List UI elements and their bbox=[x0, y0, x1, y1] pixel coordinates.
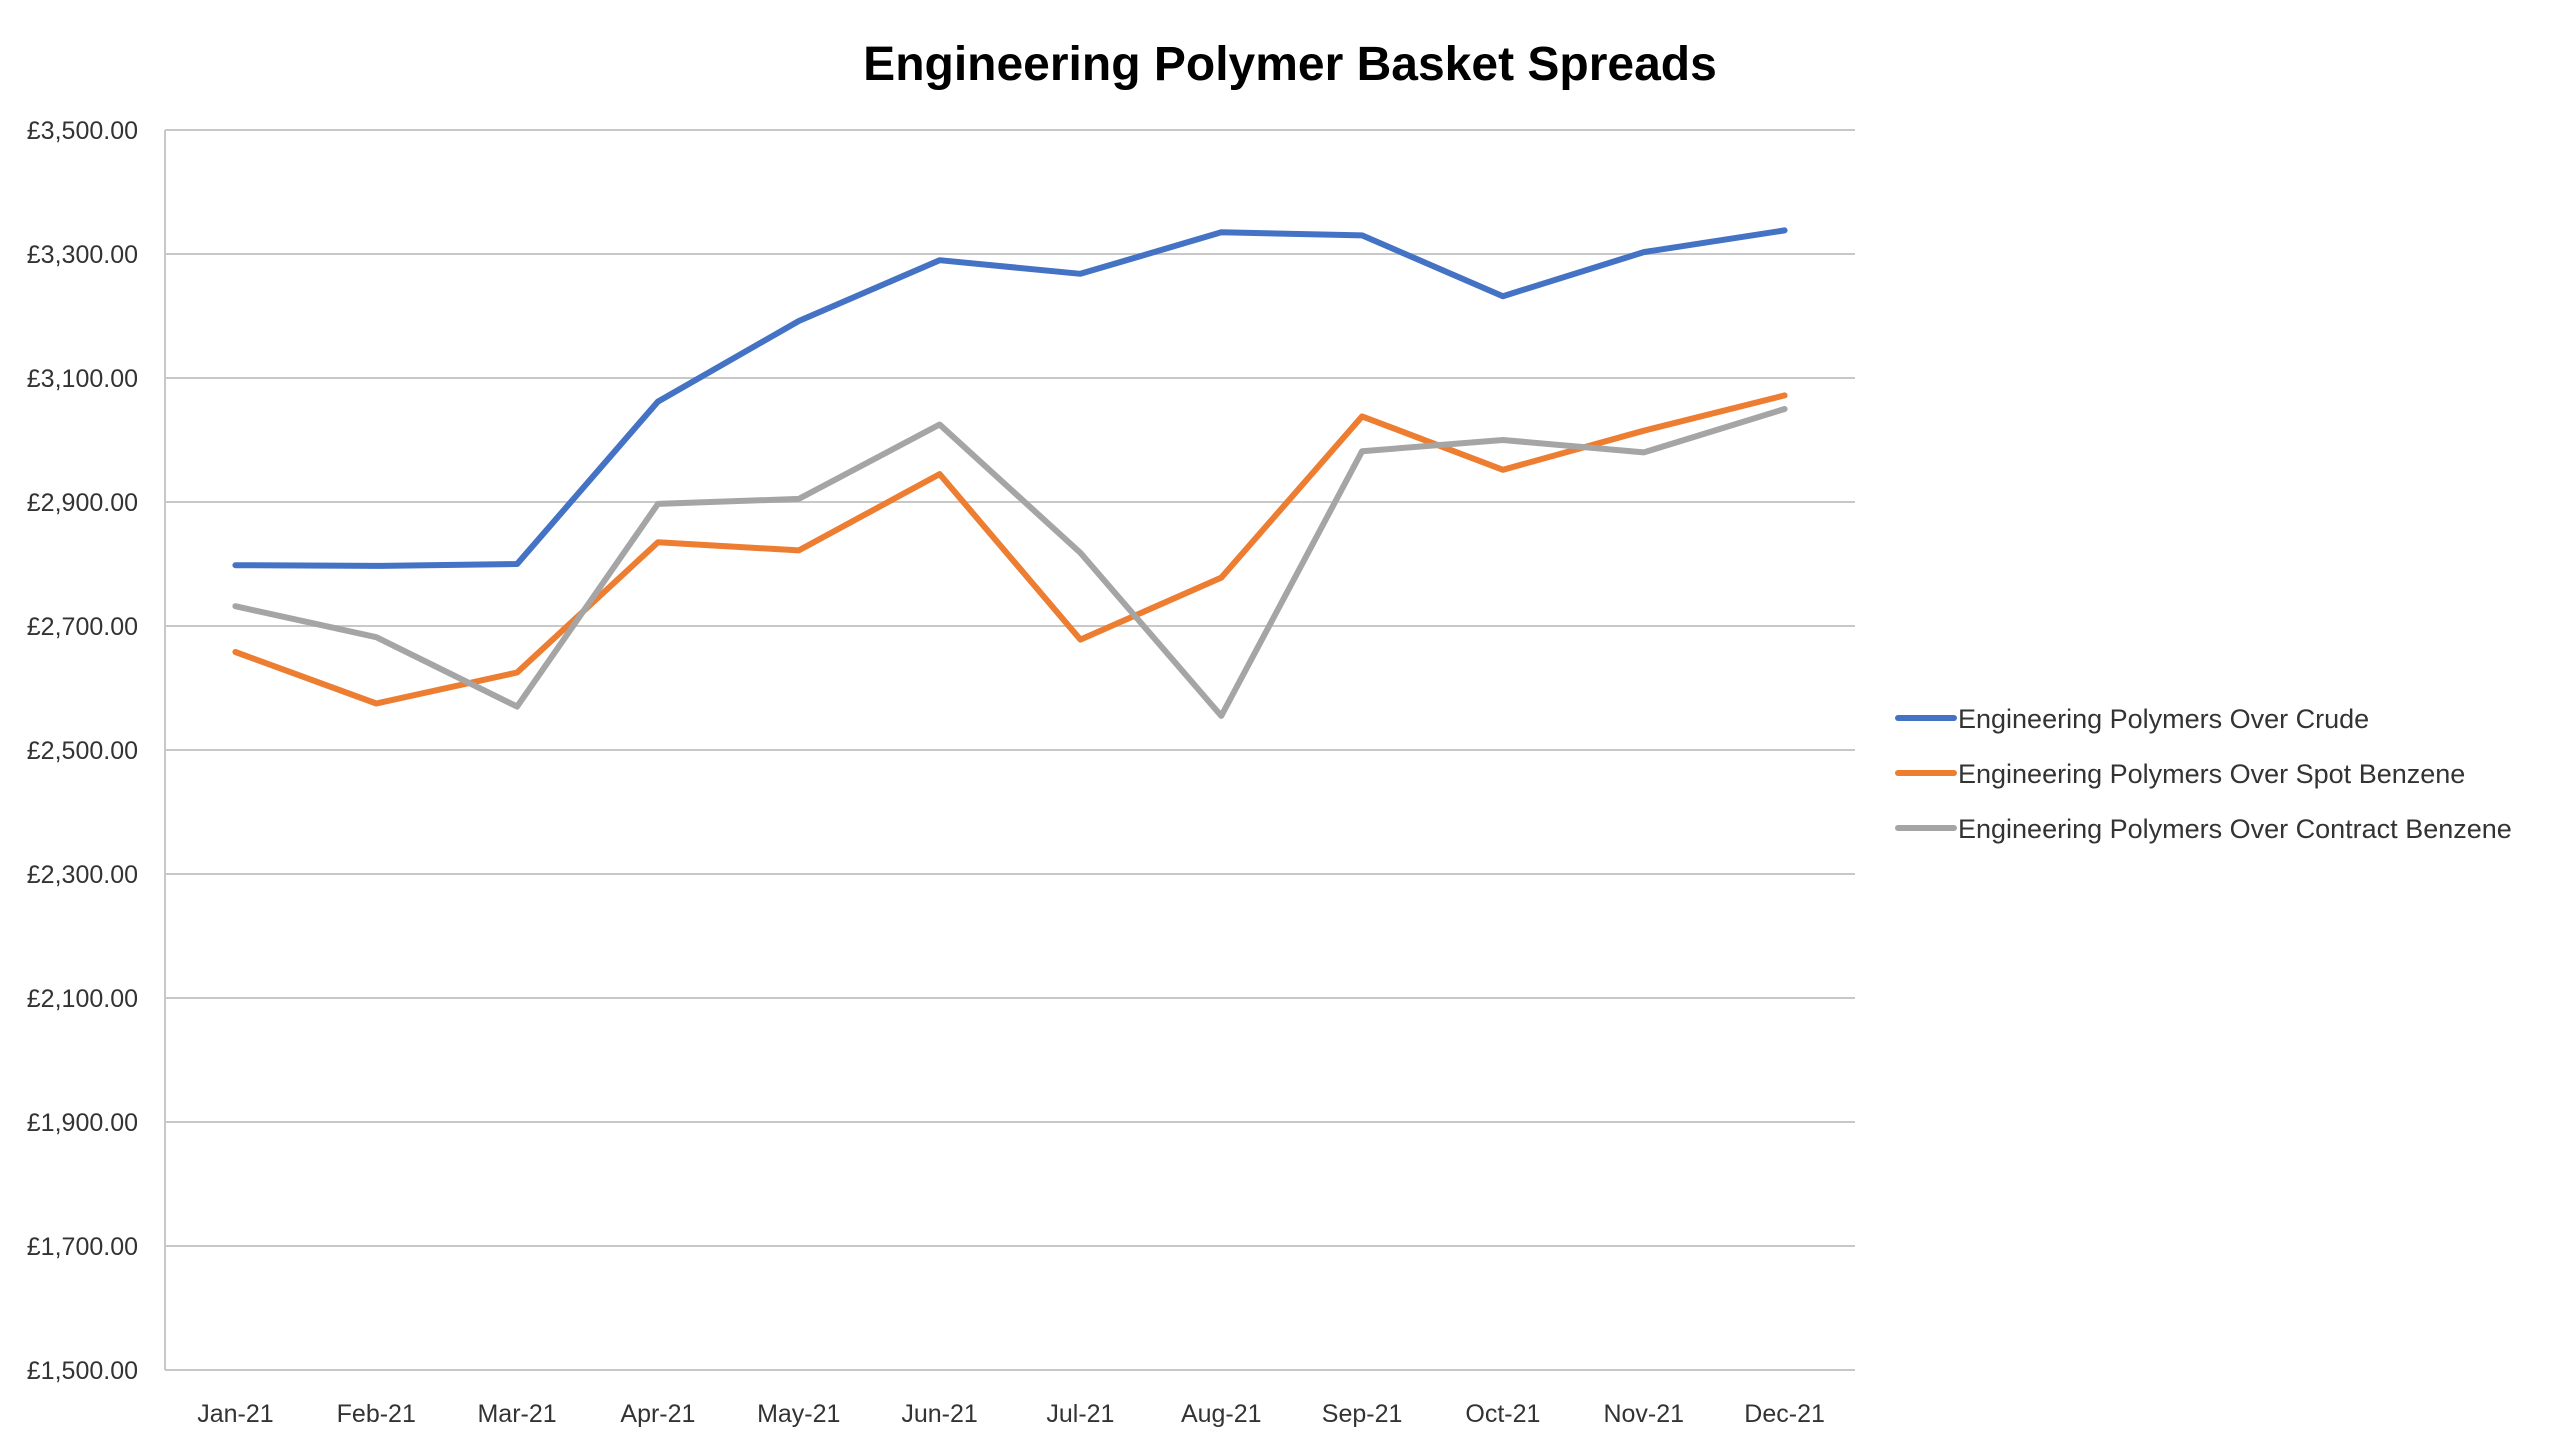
x-tick-label: Sep-21 bbox=[1322, 1400, 1403, 1428]
chart-title: Engineering Polymer Basket Spreads bbox=[863, 38, 1717, 91]
y-tick-label: £2,900.00 bbox=[27, 489, 138, 517]
x-axis: Jan-21 Feb-21 Mar-21 Apr-21 May-21 Jun-21 Jul-… bbox=[197, 1400, 1825, 1428]
x-tick-label: Feb-21 bbox=[337, 1400, 416, 1428]
y-tick-label: £1,500.00 bbox=[27, 1357, 138, 1385]
gridlines bbox=[164, 129, 1855, 1371]
series-line-3 bbox=[232, 406, 1788, 719]
y-axis: £1,500.00 £1,700.00 £1,900.00 £2,100.00 £2,3… bbox=[27, 117, 138, 1385]
y-tick-label: £3,100.00 bbox=[27, 365, 138, 393]
legend: Engineering Polymers Over Crude Engineeri… bbox=[1895, 704, 2512, 844]
series-line-2 bbox=[232, 392, 1788, 707]
y-tick-label: £2,300.00 bbox=[27, 861, 138, 889]
y-tick-label: £3,500.00 bbox=[27, 117, 138, 145]
x-tick-label: Dec-21 bbox=[1744, 1400, 1825, 1428]
legend-label: Engineering Polymers Over Contract Benze… bbox=[1958, 814, 2512, 844]
x-tick-label: Aug-21 bbox=[1181, 1400, 1262, 1428]
x-tick-label: Nov-21 bbox=[1603, 1400, 1684, 1428]
x-tick-label: Apr-21 bbox=[620, 1400, 695, 1428]
x-tick-label: Jun-21 bbox=[901, 1400, 977, 1428]
x-tick-label: Jan-21 bbox=[197, 1400, 273, 1428]
y-tick-label: £1,700.00 bbox=[27, 1233, 138, 1261]
y-tick-label: £2,700.00 bbox=[27, 613, 138, 641]
x-tick-label: Oct-21 bbox=[1465, 1400, 1540, 1428]
x-tick-label: Mar-21 bbox=[477, 1400, 556, 1428]
series-line-1 bbox=[232, 227, 1788, 569]
series-lines bbox=[232, 227, 1788, 719]
y-tick-label: £2,100.00 bbox=[27, 985, 138, 1013]
y-tick-label: £3,300.00 bbox=[27, 241, 138, 269]
x-tick-label: Jul-21 bbox=[1046, 1400, 1114, 1428]
y-tick-label: £1,900.00 bbox=[27, 1109, 138, 1137]
legend-label: Engineering Polymers Over Spot Benzene bbox=[1958, 759, 2465, 789]
x-tick-label: May-21 bbox=[757, 1400, 840, 1428]
y-tick-label: £2,500.00 bbox=[27, 737, 138, 765]
legend-label: Engineering Polymers Over Crude bbox=[1958, 704, 2369, 734]
